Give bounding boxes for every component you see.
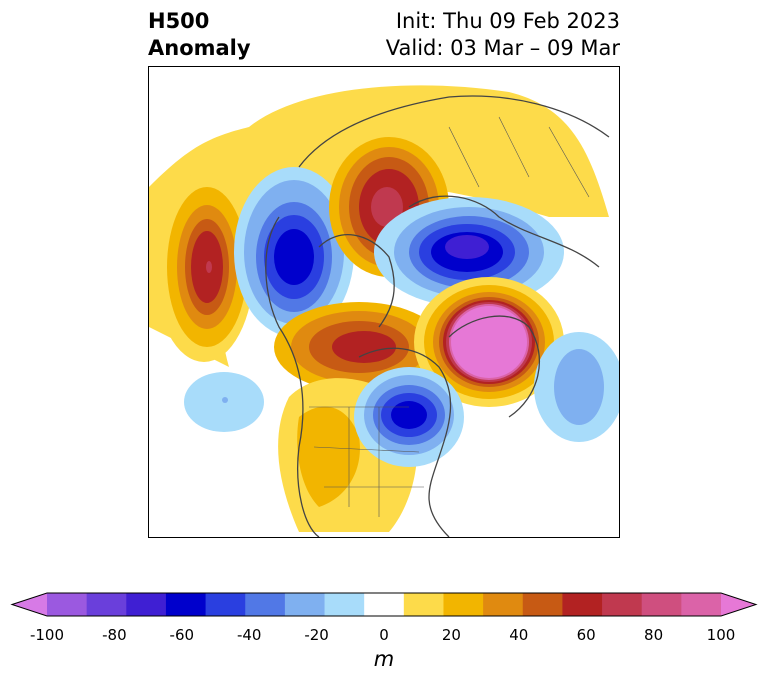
colorbar-unit-label: m — [373, 647, 395, 671]
colorbar-outline — [10, 592, 758, 617]
northeast-us-trough — [354, 367, 464, 467]
colorbar-segment — [86, 593, 127, 616]
north-pacific-ridge — [154, 172, 254, 362]
colorbar-tick-label: 40 — [509, 626, 529, 644]
colorbar — [10, 590, 758, 624]
colorbar-tick-label: -100 — [29, 626, 65, 644]
forecast-times: Init: Thu 09 Feb 2023 Valid: 03 Mar – 09… — [386, 8, 620, 62]
colorbar-segment — [681, 593, 722, 616]
north-america-positive-inner — [297, 406, 360, 507]
colorbar-segment — [364, 593, 405, 616]
colorbar-tick-label: -60 — [169, 626, 195, 644]
colorbar-segment — [205, 593, 246, 616]
title-line-1: H500 — [148, 9, 210, 33]
colorbar-segment — [562, 593, 603, 616]
subtropical-pacific-trough — [184, 372, 264, 432]
gulf-of-alaska-trough — [234, 167, 354, 337]
coastlines — [265, 95, 610, 537]
colorbar-segment — [245, 593, 286, 616]
colorbar-segment — [522, 593, 563, 616]
outer-positive-halo — [149, 85, 609, 367]
colorbar-segment — [47, 593, 88, 616]
colorbar-tick-label: 0 — [379, 626, 389, 644]
map-title: H500 Anomaly — [148, 8, 251, 62]
colorbar-extend-min — [12, 593, 47, 616]
colorbar-tick-label: -20 — [304, 626, 329, 644]
colorbar-tick-label: 80 — [644, 626, 664, 644]
anomaly-map — [148, 66, 620, 538]
country-borders — [309, 116, 590, 517]
colorbar-segment — [284, 593, 326, 616]
atlantic-trough — [534, 332, 619, 442]
siberia-trough — [374, 197, 564, 307]
colorbar-segment — [165, 593, 207, 616]
colorbar-extend-max — [721, 593, 756, 616]
colorbar-segment — [641, 593, 682, 616]
colorbar-segment — [483, 593, 524, 616]
title-line-2: Anomaly — [148, 36, 251, 60]
greenland-block — [414, 277, 564, 407]
colorbar-tick-label: 100 — [706, 626, 736, 644]
colorbar-segment — [602, 593, 643, 616]
init-time: Init: Thu 09 Feb 2023 — [395, 9, 620, 33]
colorbar-tick-label: 20 — [441, 626, 461, 644]
colorbar-svg — [10, 592, 758, 617]
colorbar-tick-label: 60 — [576, 626, 596, 644]
colorbar-segment — [126, 593, 167, 616]
map-canvas — [149, 85, 619, 537]
colorbar-segment — [443, 593, 484, 616]
colorbar-segment — [403, 593, 444, 616]
valid-time: Valid: 03 Mar – 09 Mar — [385, 36, 620, 60]
colorbar-segment — [324, 593, 365, 616]
colorbar-tick-label: -80 — [102, 626, 127, 644]
colorbar-tick-label: -40 — [236, 626, 262, 644]
